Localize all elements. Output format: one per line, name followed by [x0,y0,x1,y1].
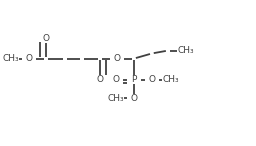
Text: O: O [112,75,119,84]
Text: CH₃: CH₃ [177,46,194,55]
Text: CH₃: CH₃ [108,94,124,103]
Text: P: P [131,75,137,84]
Text: O: O [97,75,104,84]
Text: O: O [26,54,33,63]
Text: O: O [114,54,121,63]
Text: O: O [148,75,155,84]
Text: CH₃: CH₃ [162,75,179,84]
Text: CH₃: CH₃ [3,54,19,63]
Text: O: O [131,94,137,103]
Text: O: O [42,34,50,43]
